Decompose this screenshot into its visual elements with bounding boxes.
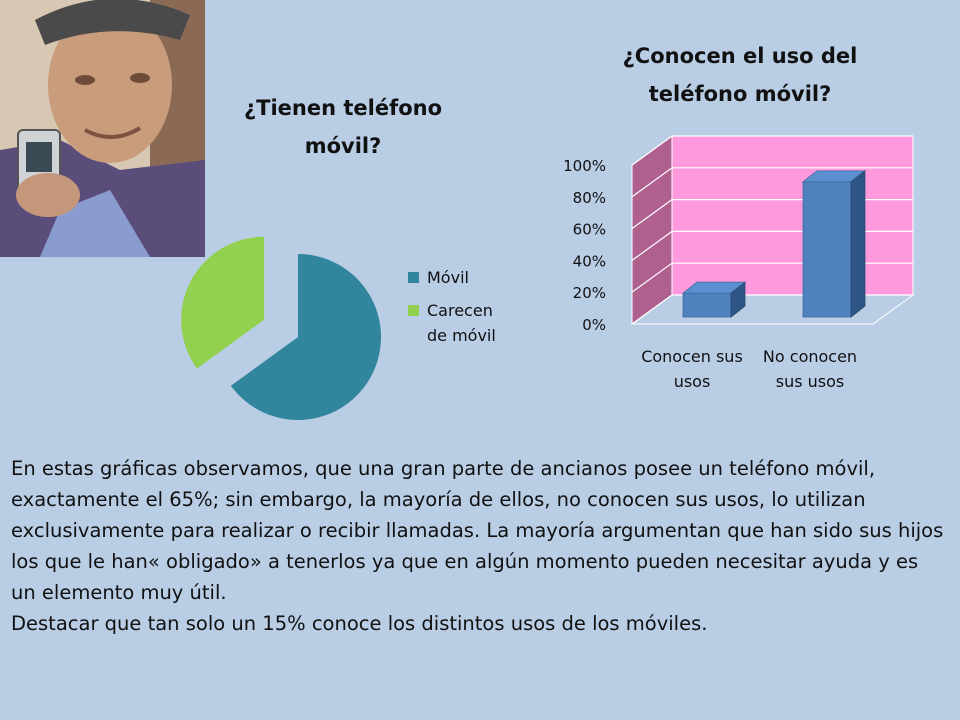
legend-swatch-movil xyxy=(408,272,419,283)
legend-swatch-carecen xyxy=(408,305,419,316)
pie-chart-title: ¿Tienen teléfono móvil? xyxy=(243,96,443,158)
bar-chart-title: ¿Conocen el uso del teléfono móvil? xyxy=(622,44,858,106)
legend-item-movil: Móvil xyxy=(408,265,517,290)
bar-y-tick-label: 0% xyxy=(582,316,606,334)
bar-back-wall xyxy=(671,135,914,296)
pie-slice-carecen xyxy=(181,236,265,369)
elderly-man-photo xyxy=(0,0,205,257)
bar-category-label-no-conocen: No conocen sus usos xyxy=(762,347,858,391)
bar-conocen xyxy=(682,292,732,318)
bar-y-tick-label: 100% xyxy=(563,157,606,175)
bar-gridline xyxy=(631,167,913,198)
bar-category-label-conocen: Conocen sus usos xyxy=(641,347,743,391)
bar-gridline xyxy=(631,135,913,166)
pie-slice-movil xyxy=(230,254,382,420)
bar-y-tick-label: 80% xyxy=(573,189,606,207)
bar-y-tick-label: 20% xyxy=(573,284,606,302)
bar-side-no-conocen xyxy=(850,170,866,318)
bar-y-tick-label: 60% xyxy=(573,221,606,239)
body-paragraph-2: Destacar que tan solo un 15% conoce los … xyxy=(11,612,708,635)
pie-legend: Móvil Carecen de móvil xyxy=(408,265,517,356)
bar-no-conocen xyxy=(802,181,852,318)
bar-y-tick-label: 40% xyxy=(573,252,606,270)
body-paragraph-1: En estas gráficas observamos, que una gr… xyxy=(11,457,944,604)
bar-gridline xyxy=(631,294,913,325)
legend-label-carecen: Carecen de móvil xyxy=(427,301,496,345)
bar-floor xyxy=(630,294,915,325)
legend-label-movil: Móvil xyxy=(427,268,469,287)
bar-side-conocen xyxy=(730,281,746,318)
legend-item-carecen: Carecen de móvil xyxy=(408,298,517,348)
bar-side-wall xyxy=(631,135,673,325)
body-text: En estas gráficas observamos, que una gr… xyxy=(11,453,946,639)
